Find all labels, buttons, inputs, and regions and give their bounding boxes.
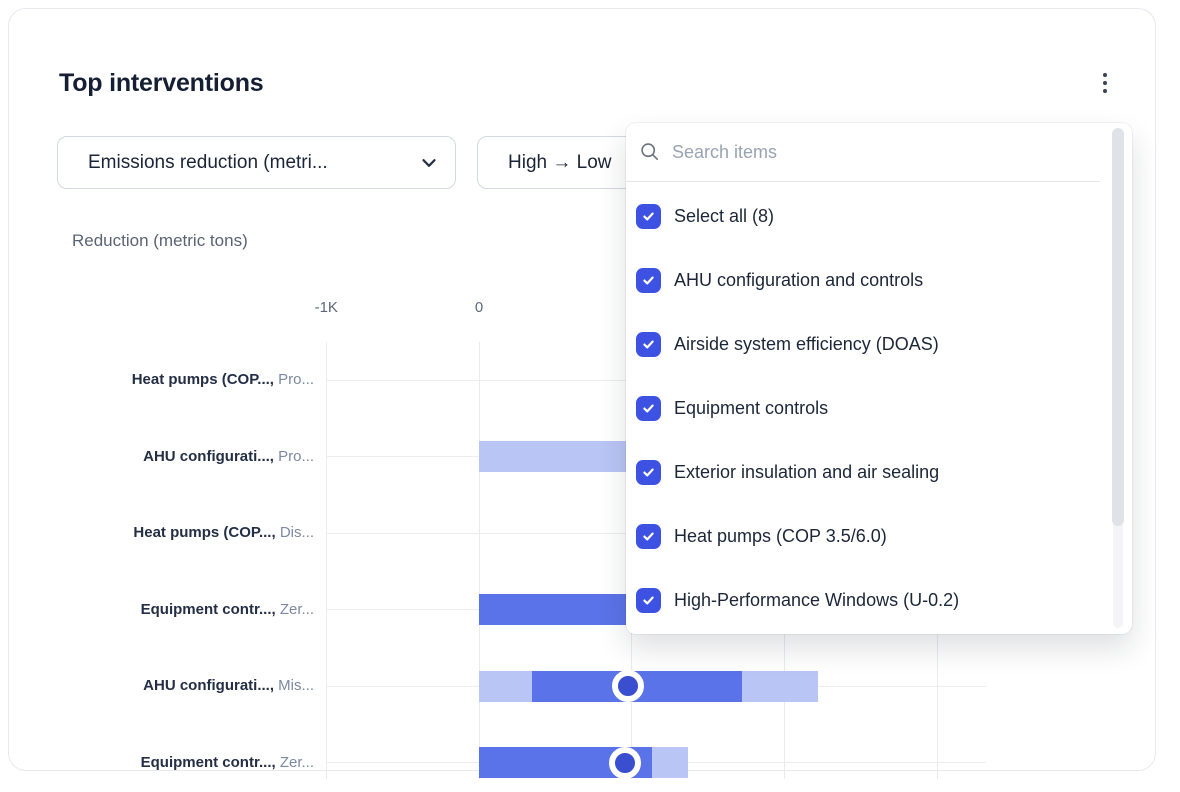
checkbox-checked-icon[interactable]	[636, 395, 661, 421]
dropdown-item[interactable]: Exterior insulation and air sealing	[626, 440, 1100, 504]
dropdown-item[interactable]: AHU configuration and controls	[626, 248, 1100, 312]
chart-axis-title: Reduction (metric tons)	[72, 231, 248, 250]
row-label-name: AHU configurati...,	[143, 447, 274, 465]
dropdown-item-select-all[interactable]: Select all (8)	[626, 184, 1100, 248]
x-tick-label: 0	[474, 299, 484, 316]
row-label: Equipment contr..., Zer...	[49, 752, 314, 774]
kebab-dot-icon	[1103, 81, 1107, 85]
checkbox-checked-icon[interactable]	[636, 523, 661, 549]
dropdown-item-label: High-Performance Windows (U-0.2)	[674, 589, 960, 610]
search-input[interactable]	[670, 140, 1060, 164]
median-marker[interactable]	[611, 670, 644, 702]
x-gridline	[325, 342, 327, 779]
checkbox-checked-icon[interactable]	[636, 267, 661, 293]
dropdown-item[interactable]: Heat pumps (COP 3.5/6.0)	[626, 504, 1100, 568]
row-label-scenario: Zer...	[275, 753, 314, 771]
row-label-name: AHU configurati...,	[143, 677, 274, 694]
row-label-scenario: Pro...	[273, 447, 314, 465]
search-icon	[641, 143, 659, 161]
multiselect-dropdown-panel: Select all (8) AHU configuration and cont…	[626, 123, 1132, 634]
x-tick-label: -1K	[314, 299, 338, 316]
dropdown-item[interactable]: High-Performance Windows (U-0.2)	[626, 568, 1100, 632]
metric-select-label: Emissions reduction (metri...	[88, 151, 328, 173]
checkbox-checked-icon[interactable]	[636, 203, 661, 229]
dropdown-item-list: Select all (8) AHU configuration and cont…	[626, 184, 1100, 632]
row-label-scenario: Mis...	[274, 677, 314, 694]
dropdown-item-label: Select all (8)	[674, 205, 775, 226]
kebab-dot-icon	[1103, 73, 1107, 77]
median-marker[interactable]	[608, 746, 641, 779]
checkbox-checked-icon[interactable]	[636, 587, 661, 613]
row-label: Heat pumps (COP..., Dis...	[49, 522, 314, 544]
dropdown-item[interactable]: Airside system efficiency (DOAS)	[626, 312, 1100, 376]
dropdown-divider	[626, 181, 1100, 182]
row-label: AHU configurati..., Pro...	[49, 446, 314, 468]
row-label-name: Equipment contr...,	[140, 600, 276, 618]
checkbox-checked-icon[interactable]	[636, 331, 661, 357]
row-label-name: Heat pumps (COP...,	[133, 524, 276, 541]
dropdown-item-label: Heat pumps (COP 3.5/6.0)	[674, 525, 887, 546]
row-label-name: Heat pumps (COP...,	[131, 371, 274, 388]
top-interventions-card: Top interventions Emissions reduction (m…	[8, 8, 1156, 779]
row-label: AHU configurati..., Mis...	[49, 675, 314, 697]
kebab-dot-icon	[1103, 89, 1107, 93]
dropdown-search-row	[626, 123, 1132, 181]
overflow-menu-button[interactable]	[1091, 69, 1119, 97]
dropdown-item-label: Equipment controls	[674, 397, 829, 418]
row-label: Heat pumps (COP..., Pro...	[49, 369, 314, 391]
dropdown-item-label: Exterior insulation and air sealing	[674, 461, 940, 482]
page-title: Top interventions	[59, 69, 264, 97]
scrollbar-thumb[interactable]	[1112, 128, 1124, 526]
dropdown-item-label: Airside system efficiency (DOAS)	[674, 333, 939, 354]
dropdown-item[interactable]: Equipment controls	[626, 376, 1100, 440]
row-label-scenario: Pro...	[273, 371, 314, 388]
row-label-name: Equipment contr...,	[140, 753, 276, 771]
dropdown-item-label: AHU configuration and controls	[674, 269, 924, 290]
metric-select-dropdown[interactable]: Emissions reduction (metri...	[57, 136, 456, 189]
sort-select-label: High → Low	[508, 151, 612, 173]
checkbox-checked-icon[interactable]	[636, 459, 661, 485]
x-gridline	[478, 342, 480, 779]
row-label: Equipment contr..., Zer...	[49, 599, 314, 621]
row-label-scenario: Dis...	[275, 524, 314, 541]
row-label-scenario: Zer...	[275, 600, 314, 618]
chevron-down-icon	[422, 158, 436, 167]
